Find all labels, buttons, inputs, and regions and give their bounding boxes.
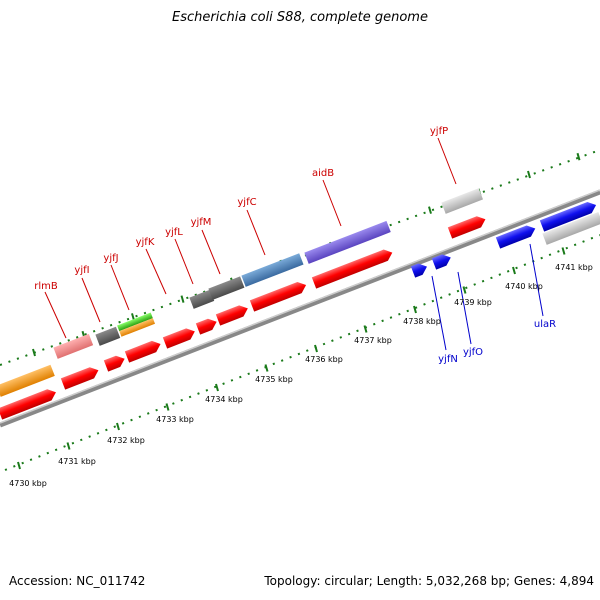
feature-track-outer bbox=[0, 188, 600, 397]
forward-gene-arrow-shape bbox=[103, 355, 125, 372]
genome-title: Escherichia coli S88, complete genome bbox=[172, 10, 428, 25]
feature-box bbox=[304, 220, 391, 264]
forward-gene-arrow-shape bbox=[311, 249, 393, 289]
feature-box bbox=[189, 289, 215, 309]
reverse-gene-arrow-shape bbox=[410, 263, 427, 278]
major-tick bbox=[512, 266, 516, 275]
reverse-gene-arrow bbox=[410, 263, 427, 278]
top-gene-label-text: rlmB yjfI yjfJ yjfK yjfL yjfM yjfC aidB … bbox=[34, 126, 448, 292]
gene-label-yjfM: yjfM bbox=[191, 217, 212, 228]
genome-summary-text: Topology: circular; Length: 5,032,268 bp… bbox=[264, 574, 594, 588]
forward-gene-arrow bbox=[311, 249, 393, 289]
forward-gene-arrow bbox=[195, 318, 217, 335]
reverse-genes bbox=[410, 201, 597, 278]
feature-box bbox=[53, 333, 94, 359]
forward-gene-arrow-shape bbox=[249, 281, 307, 312]
feature-box bbox=[241, 253, 304, 287]
upper-major-tick bbox=[180, 295, 185, 303]
kbp-label: 4732 kbp bbox=[107, 436, 145, 445]
gene-label-yjfN: yjfN bbox=[438, 354, 458, 365]
major-tick bbox=[66, 442, 71, 450]
gene-label-yjfC: yjfC bbox=[237, 197, 256, 208]
kbp-label: 4730 kbp bbox=[9, 479, 47, 488]
kbp-label: 4731 kbp bbox=[58, 457, 96, 466]
forward-gene-arrow-shape bbox=[0, 389, 56, 420]
forward-gene-arrow bbox=[124, 340, 161, 363]
forward-gene-arrow-shape bbox=[60, 367, 99, 390]
major-tick bbox=[264, 364, 269, 372]
major-tick bbox=[363, 325, 368, 333]
forward-gene-arrow-shape bbox=[162, 328, 195, 349]
forward-gene-arrow-shape bbox=[124, 340, 161, 363]
reverse-gene-arrow bbox=[495, 225, 536, 249]
gene-label-yjfP: yjfP bbox=[430, 126, 448, 137]
forward-gene-arrow bbox=[162, 328, 195, 349]
feature-box bbox=[117, 312, 153, 332]
gene-label-yjfJ: yjfJ bbox=[103, 253, 118, 264]
major-tick bbox=[165, 403, 170, 411]
upper-major-tick bbox=[576, 152, 581, 161]
forward-gene-arrow bbox=[103, 355, 125, 372]
major-tick bbox=[561, 247, 566, 255]
reverse-gene-arrow bbox=[431, 254, 451, 270]
kbp-label: 4735 kbp bbox=[255, 375, 293, 384]
kbp-label: 4734 kbp bbox=[205, 395, 243, 404]
top-gene-labels bbox=[44, 137, 457, 339]
genome-backbone bbox=[0, 189, 600, 428]
gene-label-rlmB: rlmB bbox=[34, 281, 58, 292]
feature-box bbox=[542, 211, 600, 245]
upper-major-tick bbox=[32, 348, 36, 357]
gene-label-yjfI: yjfI bbox=[74, 265, 89, 276]
upper-tick-track bbox=[0, 149, 600, 366]
kbp-label: 4737 kbp bbox=[354, 336, 392, 345]
gene-label-ulaR: ulaR bbox=[534, 319, 556, 330]
forward-genes bbox=[0, 216, 486, 420]
forward-gene-arrow bbox=[0, 389, 56, 420]
gene-label-yjfL: yjfL bbox=[165, 227, 183, 238]
reverse-gene-arrow-shape bbox=[495, 225, 536, 249]
forward-gene-arrow bbox=[60, 367, 99, 390]
upper-major-tick bbox=[428, 206, 432, 214]
major-tick bbox=[413, 305, 417, 314]
gene-label-aidB: aidB bbox=[312, 168, 334, 179]
feature-box bbox=[441, 188, 484, 214]
kbp-label: 4740 kbp bbox=[505, 282, 543, 291]
forward-gene-arrow-shape bbox=[215, 305, 248, 326]
bottom-gene-labels bbox=[431, 243, 544, 351]
kbp-label: 4739 kbp bbox=[454, 298, 492, 307]
kbp-labels: 4730 kbp 4731 kbp 4732 kbp 4733 kbp 4734… bbox=[9, 263, 593, 488]
kbp-label: 4738 kbp bbox=[403, 317, 441, 326]
accession-text: Accession: NC_011742 bbox=[9, 574, 146, 588]
major-tick bbox=[17, 461, 21, 470]
gene-label-yjfK: yjfK bbox=[136, 237, 155, 248]
major-ticks bbox=[17, 247, 566, 470]
major-tick bbox=[314, 344, 318, 353]
lower-tick-track bbox=[4, 234, 600, 471]
forward-gene-arrow-shape bbox=[195, 318, 217, 335]
upper-major-tick bbox=[527, 170, 531, 179]
gene-label-yjfO: yjfO bbox=[463, 347, 483, 358]
forward-gene-arrow bbox=[447, 216, 486, 239]
feature-box bbox=[119, 318, 156, 337]
reverse-gene-arrow-shape bbox=[431, 254, 451, 270]
kbp-label: 4736 kbp bbox=[305, 355, 343, 364]
major-tick bbox=[116, 422, 120, 431]
reverse-gene-arrow-shape bbox=[539, 201, 597, 232]
kbp-label: 4741 kbp bbox=[555, 263, 593, 272]
forward-gene-arrow-shape bbox=[447, 216, 486, 239]
forward-gene-arrow bbox=[249, 281, 307, 312]
feature-box bbox=[95, 326, 121, 346]
kbp-label: 4733 kbp bbox=[156, 415, 194, 424]
bottom-gene-label-text: yjfN yjfO ulaR bbox=[438, 319, 556, 365]
reverse-gene-arrow bbox=[539, 201, 597, 232]
feature-box bbox=[208, 276, 245, 300]
forward-gene-arrow bbox=[215, 305, 248, 326]
major-tick bbox=[462, 286, 467, 294]
major-tick bbox=[215, 383, 219, 392]
feature-box bbox=[0, 364, 55, 397]
